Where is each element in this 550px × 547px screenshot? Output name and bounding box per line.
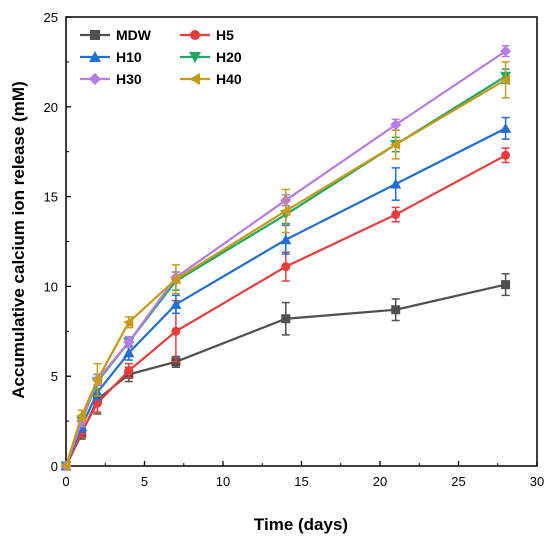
y-axis-title: Accumulative calcium ion release (mM): [9, 81, 28, 398]
legend-label: MDW: [116, 27, 152, 43]
legend-swatch-marker: [190, 30, 200, 40]
legend-swatch-marker: [189, 73, 200, 85]
legend-swatch-marker: [89, 73, 101, 85]
data-point: [123, 347, 135, 358]
data-point: [76, 410, 87, 422]
y-tick-label: 15: [44, 190, 58, 205]
data-point: [500, 45, 512, 57]
legend-swatch-marker: [89, 51, 101, 62]
y-tick-label: 25: [44, 10, 58, 25]
data-point: [281, 314, 291, 324]
data-point: [124, 366, 134, 376]
legend-item-h10: H10: [80, 49, 142, 65]
series-h10: [60, 116, 512, 471]
legend-item-h5: H5: [180, 27, 234, 43]
data-point: [390, 119, 402, 131]
legend-swatch-marker: [90, 30, 100, 40]
data-point: [391, 210, 401, 220]
data-point: [390, 178, 402, 189]
data-point: [92, 398, 102, 408]
legend-label: H10: [116, 49, 142, 65]
legend-swatch-marker: [189, 52, 201, 63]
legend-item-mdw: MDW: [80, 27, 152, 43]
data-point: [123, 336, 135, 348]
data-point: [123, 316, 134, 328]
data-point: [60, 460, 71, 472]
x-tick-label: 20: [373, 474, 387, 489]
x-tick-label: 30: [530, 474, 544, 489]
legend-item-h40: H40: [180, 71, 242, 87]
x-tick-label: 10: [216, 474, 230, 489]
legend-label: H20: [216, 49, 242, 65]
x-axis-title: Time (days): [254, 515, 348, 534]
series-line: [64, 127, 507, 467]
data-point: [280, 234, 292, 245]
data-point: [171, 326, 181, 336]
data-point: [170, 298, 182, 309]
y-tick-label: 5: [51, 369, 58, 384]
legend-item-h20: H20: [180, 49, 242, 65]
axes: 0 5 10 15 20 25 30 0 5 10 15 20 25: [44, 10, 545, 489]
legend: MDW H5 H10 H20 H30 H40: [80, 27, 242, 87]
x-tick-label: 15: [294, 474, 308, 489]
data-point: [390, 139, 401, 151]
x-tick-label: 25: [451, 474, 465, 489]
legend-label: H30: [116, 71, 142, 87]
data-point: [170, 273, 181, 285]
y-tick-label: 10: [44, 279, 58, 294]
y-tick-label: 20: [44, 100, 58, 115]
series-h40: [60, 61, 511, 472]
legend-label: H5: [216, 27, 234, 43]
data-point: [281, 262, 291, 272]
y-tick-label: 0: [51, 459, 58, 474]
series-layer: [60, 44, 512, 472]
data-point: [500, 122, 512, 133]
x-tick-label: 0: [62, 474, 69, 489]
data-point: [280, 205, 291, 217]
data-point: [501, 280, 511, 290]
data-point: [500, 74, 511, 86]
data-point: [501, 150, 511, 160]
x-tick-label: 5: [141, 474, 148, 489]
data-point: [391, 305, 401, 315]
legend-item-h30: H30: [80, 71, 142, 87]
legend-label: H40: [216, 71, 242, 87]
data-point: [91, 374, 102, 386]
